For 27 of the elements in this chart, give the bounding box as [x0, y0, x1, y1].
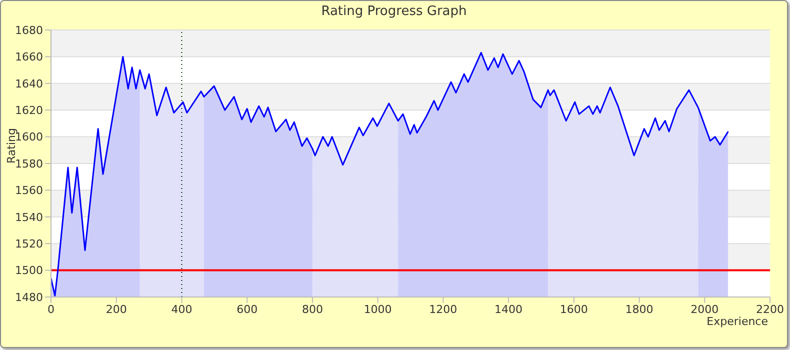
- x-tick-label: 400: [171, 302, 192, 316]
- x-tick-label: 200: [106, 302, 127, 316]
- x-tick-label: 2000: [690, 302, 719, 316]
- y-tick-label: 1540: [15, 210, 43, 224]
- y-tick-label: 1680: [15, 24, 43, 37]
- x-tick-label: 800: [302, 302, 323, 316]
- y-tick-label: 1620: [15, 104, 43, 118]
- x-tick-label: 1200: [429, 302, 458, 316]
- y-axis-title: Rating: [4, 128, 18, 164]
- x-tick-label: 1800: [625, 302, 654, 316]
- y-tick-label: 1480: [15, 290, 43, 304]
- x-tick-label: 1000: [364, 302, 392, 316]
- chart-title: Rating Progress Graph: [320, 4, 468, 19]
- line-series: [51, 52, 729, 296]
- y-tick-label: 1640: [15, 77, 43, 90]
- y-tick-label: 1520: [15, 238, 43, 251]
- y-tick-label: 1500: [15, 264, 43, 278]
- x-axis-title: Experience: [706, 315, 768, 328]
- x-tick-label: 1400: [494, 302, 523, 316]
- y-tick-label: 1600: [15, 130, 43, 144]
- x-tick-label: 0: [48, 302, 54, 316]
- y-tick-label: 1560: [15, 184, 43, 198]
- x-tick-label: 2200: [756, 302, 784, 316]
- y-tick-label: 1660: [15, 50, 43, 64]
- x-tick-label: 600: [236, 302, 258, 316]
- y-tick-label: 1580: [15, 157, 43, 170]
- x-tick-label: 1600: [560, 302, 588, 316]
